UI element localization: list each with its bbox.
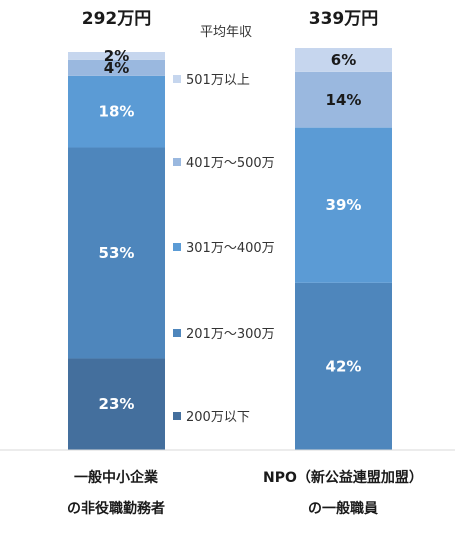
data-label: 6% bbox=[331, 51, 356, 69]
data-label: 23% bbox=[99, 395, 135, 413]
data-label: 2% bbox=[104, 47, 129, 65]
bar-segment bbox=[295, 48, 392, 72]
data-label: 4% bbox=[104, 59, 129, 77]
legend-label: 501万以上 bbox=[186, 73, 250, 88]
data-label: 14% bbox=[326, 91, 362, 109]
legend-swatch bbox=[173, 243, 181, 251]
bar-segment bbox=[295, 71, 392, 128]
bars-group: 23%53%18%4%2%292万円0%42%39%14%6%339万円 bbox=[68, 9, 392, 450]
bar-segment bbox=[68, 358, 165, 450]
legend-swatch bbox=[173, 158, 181, 166]
bar-segment bbox=[68, 147, 165, 359]
legend-swatch bbox=[173, 329, 181, 337]
data-label: 18% bbox=[99, 103, 135, 121]
category-label: NPO（新公益連盟加盟） bbox=[263, 469, 423, 486]
bar-total-label: 339万円 bbox=[309, 9, 379, 29]
data-label: 42% bbox=[326, 357, 362, 375]
chart-title: 平均年収 bbox=[200, 25, 252, 40]
bar-segment bbox=[295, 282, 392, 450]
legend-label: 401万～500万 bbox=[186, 156, 275, 171]
data-label: 53% bbox=[99, 244, 135, 262]
bar-segment bbox=[295, 127, 392, 283]
legend-label: 301万～400万 bbox=[186, 241, 275, 256]
category-label: 一般中小企業 bbox=[74, 469, 159, 486]
bar-segment bbox=[68, 75, 165, 148]
bar-segment bbox=[68, 59, 165, 76]
legend: 200万以下 201万～300万 301万～400万 401万～500万 501万以上 bbox=[173, 73, 275, 425]
bar-segment bbox=[68, 52, 165, 60]
category-label: の非役職勤務者 bbox=[67, 500, 165, 517]
legend-label: 200万以下 bbox=[186, 410, 250, 425]
legend-swatch bbox=[173, 412, 181, 420]
category-label: の一般職員 bbox=[308, 500, 378, 517]
legend-swatch bbox=[173, 75, 181, 83]
legend-label: 201万～300万 bbox=[186, 327, 275, 342]
data-label: 39% bbox=[326, 196, 362, 214]
bar-total-label: 292万円 bbox=[82, 9, 152, 29]
